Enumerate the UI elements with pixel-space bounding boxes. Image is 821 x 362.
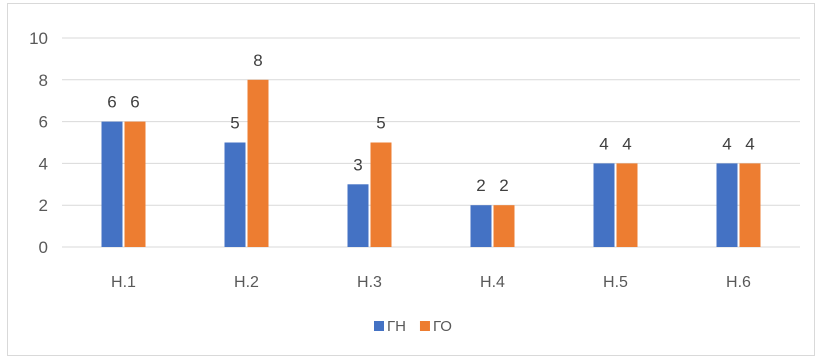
bar-ГН bbox=[716, 163, 738, 247]
y-tick-label: 4 bbox=[39, 154, 48, 173]
x-tick-label: Н.3 bbox=[357, 274, 382, 291]
bar-ГН bbox=[347, 184, 369, 247]
data-label: 2 bbox=[499, 176, 508, 195]
legend: ГН ГО bbox=[374, 318, 452, 335]
x-tick-label: Н.6 bbox=[726, 274, 751, 291]
bar-ГО bbox=[616, 163, 638, 247]
bar-ГО bbox=[370, 142, 392, 247]
y-tick-label: 6 bbox=[39, 113, 48, 132]
bar-ГО bbox=[124, 121, 146, 247]
bar-ГО bbox=[247, 79, 269, 247]
y-tick-label: 0 bbox=[39, 238, 48, 257]
legend-label: ГН bbox=[387, 318, 406, 335]
bar-ГО bbox=[493, 205, 515, 247]
bar-ГО bbox=[739, 163, 761, 247]
x-tick-label: Н.5 bbox=[603, 274, 628, 291]
data-label: 8 bbox=[253, 51, 262, 70]
x-tick-label: Н.1 bbox=[111, 274, 136, 291]
data-label: 3 bbox=[353, 155, 362, 174]
bar-ГН bbox=[101, 121, 123, 247]
bar-ГН bbox=[593, 163, 615, 247]
gridlines bbox=[62, 37, 800, 248]
x-axis-ticks: Н.1 Н.2 Н.3 Н.4 Н.5 Н.6 bbox=[111, 274, 751, 291]
data-label: 4 bbox=[722, 134, 731, 153]
y-axis-ticks: 0 2 4 6 8 10 bbox=[29, 29, 48, 257]
data-label: 6 bbox=[107, 93, 116, 112]
data-label: 5 bbox=[376, 114, 385, 133]
x-tick-label: Н.2 bbox=[234, 274, 259, 291]
data-label: 2 bbox=[476, 176, 485, 195]
data-label: 4 bbox=[599, 134, 608, 153]
data-label: 5 bbox=[230, 114, 239, 133]
bar-ГН bbox=[224, 142, 246, 247]
bars bbox=[101, 79, 761, 247]
legend-swatch bbox=[419, 321, 430, 331]
y-tick-label: 10 bbox=[29, 29, 48, 48]
data-label: 4 bbox=[745, 134, 754, 153]
x-tick-label: Н.4 bbox=[480, 274, 505, 291]
bar-ГН bbox=[470, 205, 492, 247]
data-label: 4 bbox=[622, 134, 631, 153]
y-tick-label: 2 bbox=[39, 196, 48, 215]
legend-swatch bbox=[374, 321, 384, 331]
legend-label: ГО bbox=[433, 318, 452, 335]
data-label: 6 bbox=[130, 93, 139, 112]
y-tick-label: 8 bbox=[39, 71, 48, 90]
